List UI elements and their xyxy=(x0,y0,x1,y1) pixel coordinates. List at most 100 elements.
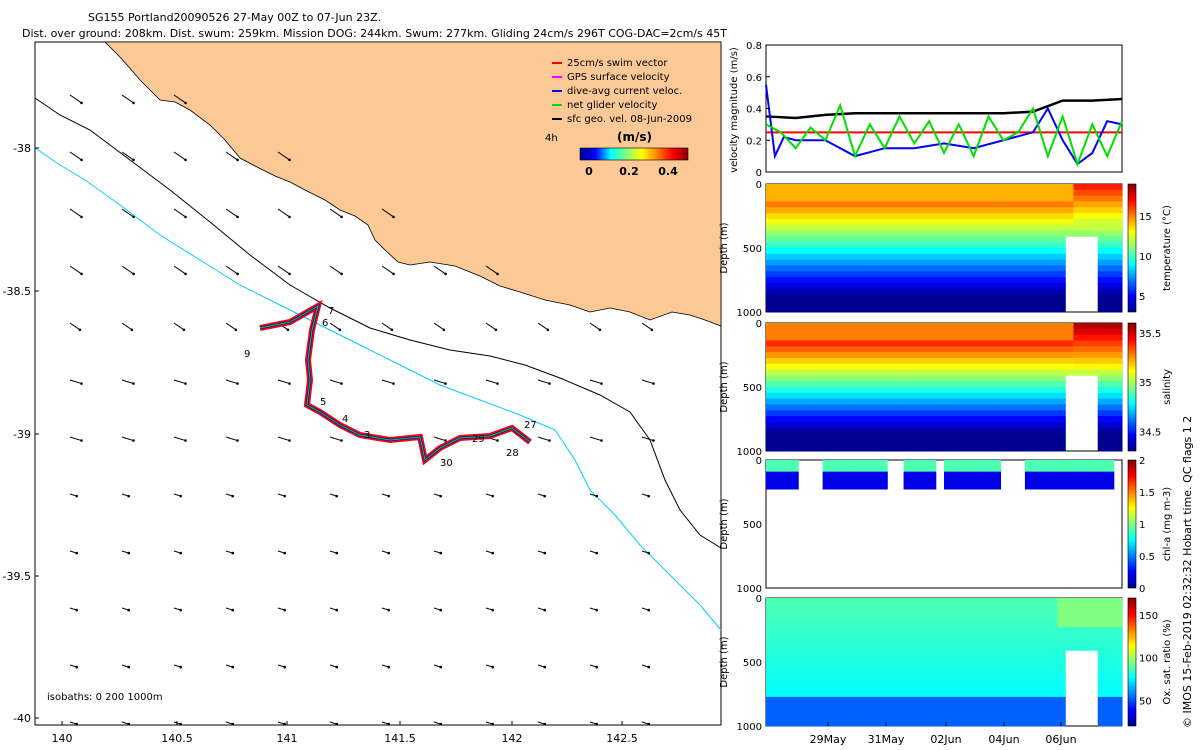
vector-head xyxy=(647,608,650,612)
heatmap-cell xyxy=(863,230,872,237)
heatmap-cell xyxy=(863,363,872,370)
heatmap-cell xyxy=(1041,598,1050,605)
heatmap-cell xyxy=(1008,328,1018,336)
heatmap-cell xyxy=(1105,375,1115,382)
vector-head xyxy=(335,494,338,498)
heatmap-cell xyxy=(887,271,896,278)
heatmap-cell xyxy=(863,696,872,704)
heatmap-cell xyxy=(1008,615,1018,622)
heatmap-cell xyxy=(968,306,977,313)
heatmap-cell xyxy=(1057,259,1066,266)
heatmap-cell xyxy=(1105,271,1115,278)
heatmap-cell xyxy=(944,259,953,266)
heatmap-cell xyxy=(935,189,945,197)
heatmap-cell xyxy=(895,656,904,663)
heatmap-cell xyxy=(903,218,913,226)
vector-head xyxy=(184,101,187,105)
heatmap-cell xyxy=(1113,381,1123,388)
vector-head xyxy=(439,722,442,726)
heatmap-cell xyxy=(1073,615,1082,622)
heatmap-cell xyxy=(935,201,945,208)
heatmap-cell xyxy=(822,288,832,295)
heatmap-cell xyxy=(944,656,953,663)
heatmap-cell xyxy=(871,445,880,452)
heatmap-cell xyxy=(863,667,872,675)
heatmap-cell xyxy=(887,656,896,663)
heatmap-cell xyxy=(790,306,799,313)
heatmap-cell xyxy=(830,224,840,231)
heatmap-cell xyxy=(1016,201,1026,208)
heatmap-cell xyxy=(984,477,993,484)
net-glider-velocity-trace xyxy=(259,304,531,461)
heatmap-cell xyxy=(1033,363,1042,370)
heatmap-cell xyxy=(838,357,848,365)
heatmap-cell xyxy=(879,483,888,490)
heatmap-cell xyxy=(887,398,896,405)
heatmap-cell xyxy=(838,277,848,284)
heatmap-cell xyxy=(1113,638,1123,645)
heatmap-cell xyxy=(1024,346,1034,353)
heatmap-cell xyxy=(944,195,953,202)
map-x-tick-label: 142.5 xyxy=(606,732,638,745)
isobath-1000m xyxy=(34,147,722,631)
heatmap-cell xyxy=(895,609,904,616)
heatmap-cell xyxy=(1016,346,1026,353)
heatmap-cell xyxy=(1057,471,1066,478)
heatmap-cell xyxy=(952,483,961,490)
heatmap-cell xyxy=(968,410,977,417)
heatmap-cell xyxy=(1016,253,1026,261)
vector-head xyxy=(80,101,83,105)
heatmap-cell xyxy=(976,288,985,295)
heatmap-cell xyxy=(976,392,985,400)
heatmap-cell xyxy=(1081,334,1091,341)
heatmap-cell xyxy=(1008,685,1018,692)
heatmap-cell xyxy=(806,638,815,645)
heatmap-cell xyxy=(1024,598,1034,605)
heatmap-cell xyxy=(814,691,824,698)
heatmap-cell xyxy=(871,416,880,423)
heatmap-cell xyxy=(830,253,840,261)
heatmap-cell xyxy=(984,381,993,388)
heatmap-cell xyxy=(919,369,929,376)
vector-head xyxy=(132,382,135,385)
heatmap-cell xyxy=(855,416,864,423)
heatmap-cell xyxy=(855,294,864,301)
heatmap-cell xyxy=(774,483,783,490)
heatmap-cell xyxy=(1049,445,1058,452)
current-vector xyxy=(121,151,134,161)
heatmap-cell xyxy=(960,369,969,376)
heatmap-cell xyxy=(1016,598,1026,605)
heatmap-cell xyxy=(782,696,791,704)
heatmap-cell xyxy=(1000,306,1010,313)
heatmap-cell xyxy=(976,691,985,698)
heatmap-cell xyxy=(863,656,872,663)
heatmap-cell xyxy=(911,230,921,237)
heatmap-cell xyxy=(1089,598,1099,605)
heatmap-cell xyxy=(903,328,913,336)
heatmap-cell xyxy=(1024,656,1034,663)
heatmap-cell xyxy=(822,195,832,202)
heatmap-cell xyxy=(830,644,840,651)
heatmap-cell xyxy=(968,662,977,669)
heatmap-cell xyxy=(790,621,799,628)
heatmap-cell xyxy=(1097,363,1107,370)
heatmap-cell xyxy=(976,650,985,657)
heatmap-cell xyxy=(1008,410,1018,417)
heatmap-cell xyxy=(1089,346,1099,353)
vector-head xyxy=(491,551,494,555)
heatmap-cell xyxy=(782,242,791,249)
vector-head xyxy=(236,158,239,162)
heatmap-cell xyxy=(968,242,977,249)
heatmap-cell xyxy=(960,306,969,313)
heatmap-cell xyxy=(935,416,945,423)
heatmap-cell xyxy=(1000,650,1010,657)
heatmap-cell xyxy=(927,702,937,709)
heatmap-cell xyxy=(1024,609,1034,616)
heatmap-cell xyxy=(919,271,929,278)
heatmap-cell xyxy=(871,421,880,429)
time-tick-label: 29May xyxy=(810,733,847,746)
vector-head xyxy=(543,494,546,498)
heatmap-cell xyxy=(1105,708,1115,715)
current-vector xyxy=(277,379,290,385)
heatmap-cell xyxy=(903,650,913,657)
